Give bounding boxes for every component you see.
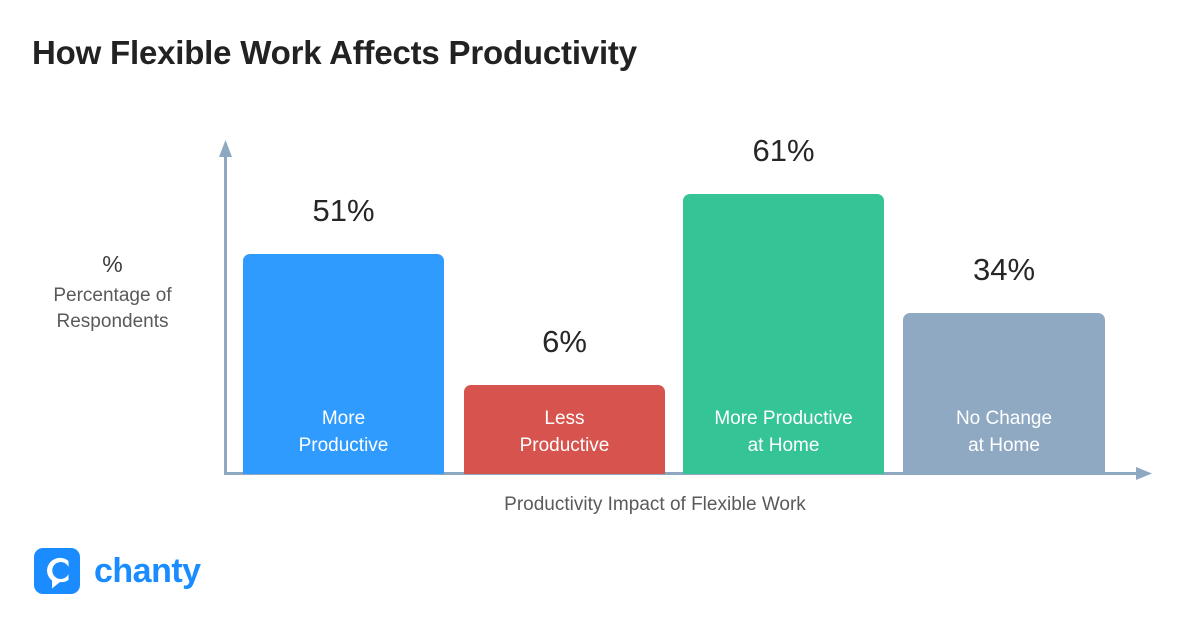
y-axis-title-line-1: Percentage of [53,285,172,307]
bar-category-label-0-line-1: More [321,407,366,429]
bar-category-label-1: Less Productive [464,405,665,460]
x-axis-title: Productivity Impact of Flexible Work [504,494,806,515]
x-axis-arrowhead [1136,467,1152,480]
bar-category-label-0: More Productive [243,405,444,460]
bar-category-label-1-line-1: Less [544,407,585,429]
bar-category-label-0-line-2: Productive [298,435,389,457]
bar-category-label-1-line-2: Productive [519,435,610,457]
bar-value-label-1: 6% [542,324,587,359]
y-axis-title: % Percentage of Respondents [20,251,205,335]
bar-more-productive[interactable]: More Productive [243,254,444,474]
bar-category-label-3: No Change at Home [903,405,1105,460]
y-axis-unit-symbol: % [102,251,123,277]
brand-wordmark: chanty [94,552,201,590]
y-axis-title-line-2: Respondents [56,310,169,332]
bar-value-label-2: 61% [752,133,815,168]
bar-no-change-at-home[interactable]: No Change at Home [903,313,1105,474]
bar-category-label-3-line-2: at Home [968,435,1040,457]
page-title: How Flexible Work Affects Productivity [32,34,637,71]
chanty-speech-bubble-icon [34,548,80,594]
brand-logo[interactable]: chanty [32,546,201,596]
bar-category-label-3-line-1: No Change [955,407,1053,429]
bar-category-label-2-line-1: More Productive [714,407,853,429]
bar-less-productive[interactable]: Less Productive [464,385,665,474]
bar-category-label-2-line-2: at Home [747,435,820,457]
bar-category-label-2: More Productive at Home [683,405,884,460]
bar-value-label-0: 51% [312,193,375,228]
bar-value-label-3: 34% [972,252,1036,287]
bar-more-productive-at-home[interactable]: More Productive at Home [683,194,884,474]
y-axis-arrowhead [219,140,232,157]
